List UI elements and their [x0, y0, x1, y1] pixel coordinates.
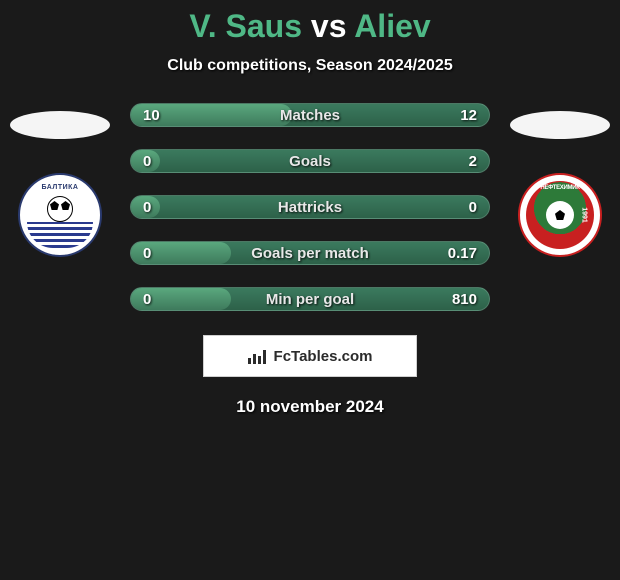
player1-name: V. Saus: [189, 8, 302, 44]
stat-right-value: 2: [469, 153, 477, 170]
comparison-panel: V. Saus vs Aliev Club competitions, Seas…: [0, 0, 620, 417]
player2-name: Aliev: [354, 8, 430, 44]
stat-right-value: 0: [469, 199, 477, 216]
team1-badge-inner: БАЛТИКА: [27, 182, 93, 248]
player2-placeholder-icon: [510, 111, 610, 139]
stat-label: Min per goal: [266, 291, 354, 308]
stat-bar-matches: 10 Matches 12: [130, 103, 490, 127]
team2-badge-icon: НЕФТЕХИМИК 1991: [518, 173, 602, 257]
main-row: БАЛТИКА 10 Matches 12 0 Goals 2 0: [0, 103, 620, 311]
brand-text: FcTables.com: [274, 348, 373, 365]
team1-badge-icon: БАЛТИКА: [18, 173, 102, 257]
ball-icon: [47, 196, 73, 222]
stat-left-value: 10: [143, 107, 160, 124]
team2-badge-year: 1991: [581, 207, 588, 223]
stat-bar-mpg: 0 Min per goal 810: [130, 287, 490, 311]
subtitle: Club competitions, Season 2024/2025: [0, 57, 620, 75]
page-title: V. Saus vs Aliev: [0, 8, 620, 45]
stat-left-value: 0: [143, 291, 151, 308]
player1-placeholder-icon: [10, 111, 110, 139]
stat-label: Hattricks: [278, 199, 342, 216]
team2-badge-text: НЕФТЕХИМИК: [526, 185, 594, 191]
stat-label: Goals per match: [251, 245, 369, 262]
left-column: БАЛТИКА: [0, 103, 120, 257]
stat-bar-hattricks: 0 Hattricks 0: [130, 195, 490, 219]
stat-label: Goals: [289, 153, 331, 170]
right-column: НЕФТЕХИМИК 1991: [500, 103, 620, 257]
stat-label: Matches: [280, 107, 340, 124]
stat-left-value: 0: [143, 199, 151, 216]
team1-badge-text: БАЛТИКА: [27, 184, 93, 191]
ball-icon: [546, 201, 574, 229]
footer-date: 10 november 2024: [0, 397, 620, 417]
waves-icon: [27, 222, 93, 248]
stats-bars: 10 Matches 12 0 Goals 2 0 Hattricks 0 0 …: [130, 103, 490, 311]
team2-badge-inner: НЕФТЕХИМИК 1991: [526, 181, 594, 249]
stat-right-value: 810: [452, 291, 477, 308]
stat-right-value: 0.17: [448, 245, 477, 262]
stat-bar-goals: 0 Goals 2: [130, 149, 490, 173]
vs-text: vs: [311, 8, 347, 44]
bar-chart-icon: [248, 348, 268, 364]
stat-left-value: 0: [143, 245, 151, 262]
stat-bar-gpm: 0 Goals per match 0.17: [130, 241, 490, 265]
footer-brand-box: FcTables.com: [203, 335, 417, 377]
stat-left-value: 0: [143, 153, 151, 170]
stat-right-value: 12: [460, 107, 477, 124]
